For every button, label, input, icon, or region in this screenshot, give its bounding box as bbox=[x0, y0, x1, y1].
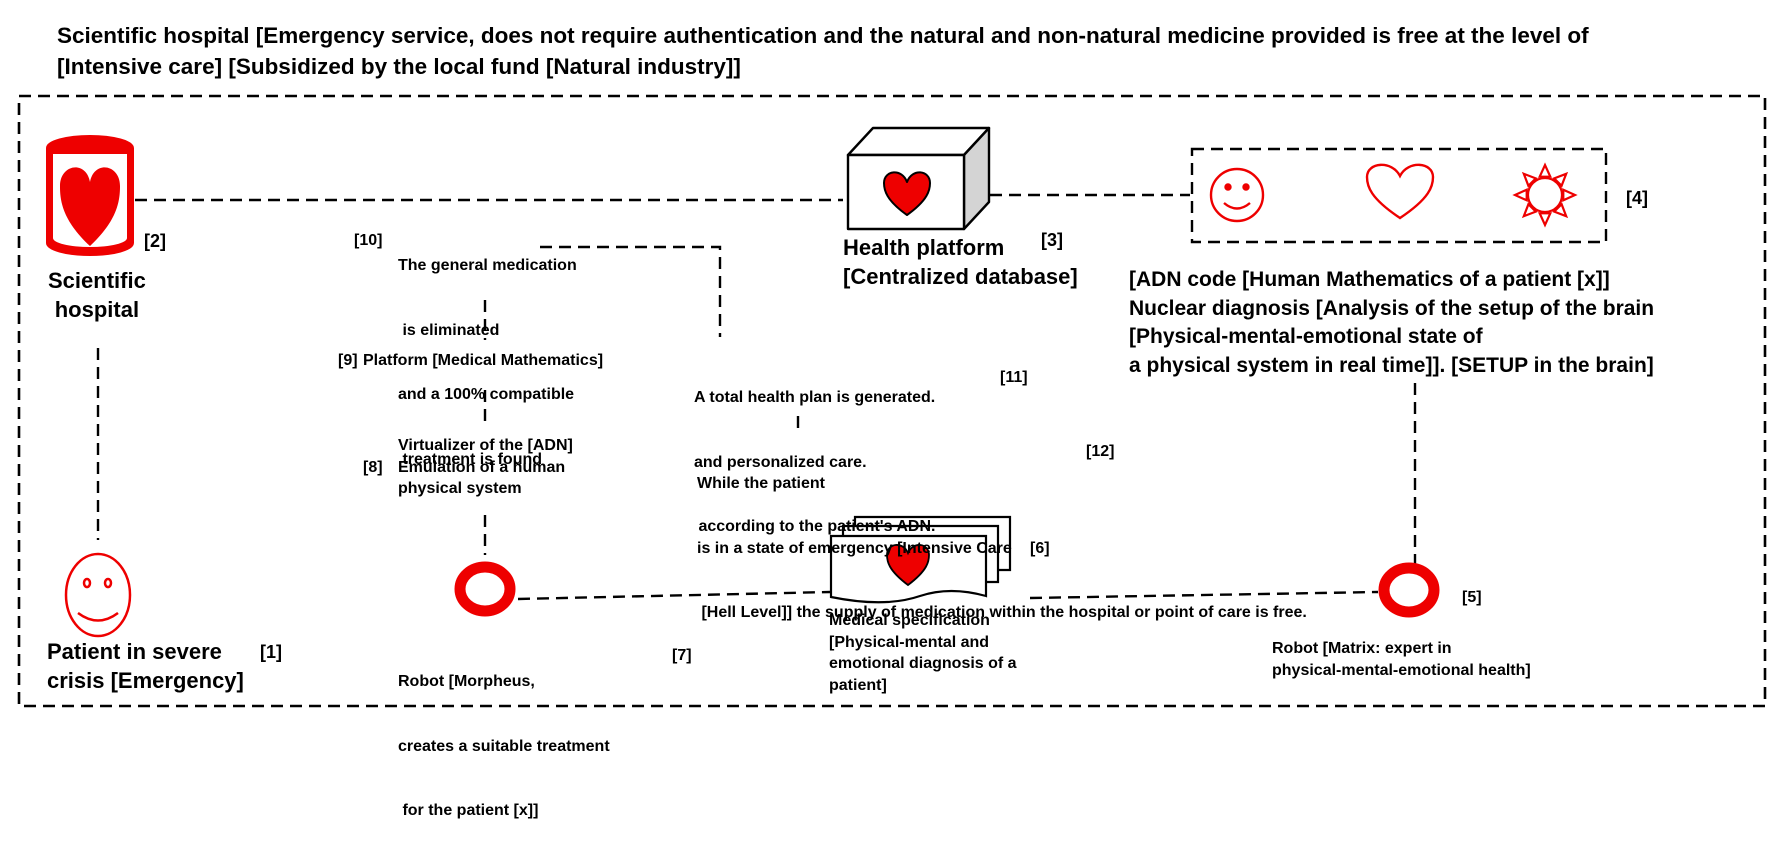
medication-text-line-2: is eliminated bbox=[398, 321, 500, 339]
sun-ray bbox=[1537, 162, 1553, 178]
sun-ray bbox=[1537, 212, 1553, 228]
connector-medication-plan bbox=[540, 245, 722, 337]
patient-label-line-1: Patient in severe bbox=[47, 639, 222, 664]
morpheus-text-line-2: creates a suitable treatment bbox=[398, 737, 610, 755]
emergency-text-line-1: While the patient bbox=[697, 475, 825, 492]
virtualizer-ref: [8] bbox=[363, 459, 383, 476]
matrix-text-line-1: Robot [Matrix: expert in bbox=[1272, 640, 1452, 657]
math-platform-ref: [9] bbox=[338, 352, 358, 369]
robot-ring-icon bbox=[1378, 562, 1440, 618]
matrix-text-line-2: physical-mental-emotional health] bbox=[1272, 661, 1531, 679]
platform-ref: [3] bbox=[1041, 230, 1063, 250]
robot-ring-icon bbox=[454, 561, 516, 617]
spec-text-line-2: [Physical-mental and bbox=[829, 633, 990, 651]
sun-ray bbox=[1552, 171, 1569, 188]
medication-text-line-4: treatment is found bbox=[398, 450, 543, 468]
matrix-text: Robot [Matrix: expert in physical-mental… bbox=[1272, 638, 1531, 681]
emergency-ref: [12] bbox=[1086, 443, 1115, 460]
hospital-label-line-2: hospital bbox=[54, 297, 140, 322]
medication-text: The general medication is eliminated and… bbox=[398, 212, 577, 492]
medication-text-line-3: and a 100% compatible bbox=[398, 386, 575, 403]
spec-text-line-4: patient] bbox=[829, 676, 887, 694]
spec-text-line-3: emotional diagnosis of a bbox=[829, 655, 1017, 672]
page-title: Scientific hospital [Emergency service, … bbox=[57, 20, 1589, 82]
spec-ref: [6] bbox=[1030, 540, 1050, 557]
title-line-2: [Intensive care] [Subsidized by the loca… bbox=[57, 54, 741, 79]
virtualizer-text-line-3: physical system bbox=[398, 480, 522, 497]
medication-ref: [10] bbox=[354, 232, 383, 249]
heart-box-icon bbox=[846, 126, 991, 231]
smiley-face-icon bbox=[64, 552, 132, 638]
sun-ray bbox=[1521, 202, 1538, 219]
health-plan-text-line-1: A total health plan is generated. bbox=[694, 389, 936, 406]
morpheus-ref: [7] bbox=[672, 647, 692, 664]
emergency-text-line-2: is in a state of emergency [Intensive Ca… bbox=[697, 539, 1012, 557]
morpheus-text: Robot [Morpheus, creates a suitable trea… bbox=[398, 628, 610, 843]
adn-ref: [4] bbox=[1626, 188, 1648, 208]
health-plan-text-line-2: and personalized care. bbox=[694, 453, 867, 471]
smiley-outline-icon bbox=[1209, 167, 1265, 223]
connectors bbox=[96, 193, 1417, 601]
morpheus-text-line-1: Robot [Morpheus, bbox=[398, 673, 535, 690]
adn-text: [ADN code [Human Mathematics of a patien… bbox=[1129, 266, 1654, 380]
sun-ray bbox=[1552, 202, 1569, 219]
adn-text-line-2: Nuclear diagnosis [Analysis of the setup… bbox=[1129, 296, 1655, 320]
matrix-ref: [5] bbox=[1462, 589, 1482, 606]
sun-ray bbox=[1512, 187, 1528, 203]
sun-ray bbox=[1521, 171, 1538, 188]
virtualizer-text-line-2: Emulation of a human bbox=[398, 458, 566, 476]
spec-text: Medical specification [Physical-mental a… bbox=[829, 610, 1017, 696]
adn-icons-box bbox=[1190, 147, 1608, 244]
health-plan-text: A total health plan is generated. and pe… bbox=[694, 344, 935, 559]
platform-label: Health platform [Centralized database] bbox=[843, 233, 1078, 291]
platform-label-line-1: Health platform bbox=[843, 235, 1005, 260]
title-line-1: Scientific hospital [Emergency service, … bbox=[57, 23, 1589, 48]
adn-text-line-3: [Physical-mental-emotional state of bbox=[1129, 325, 1483, 348]
hospital-ref: [2] bbox=[144, 231, 166, 251]
emergency-text-line-3: [Hell Level]] the supply of medication w… bbox=[697, 604, 1307, 621]
platform-label-line-2: [Centralized database] bbox=[843, 264, 1078, 289]
spec-text-line-1: Medical specification bbox=[829, 612, 990, 629]
virtualizer-text-line-1: Virtualizer of the [ADN] bbox=[398, 437, 573, 454]
diagram-canvas bbox=[17, 94, 1767, 708]
sun-icon bbox=[1512, 162, 1578, 228]
math-platform-label: Platform [Medical Mathematics] bbox=[363, 352, 604, 369]
heart-container-icon bbox=[46, 135, 134, 256]
health-plan-text-line-3: according to the patient's ADN. bbox=[694, 518, 936, 535]
adn-text-line-1: [ADN code [Human Mathematics of a patien… bbox=[1129, 268, 1610, 291]
hospital-label: Scientific hospital bbox=[48, 266, 146, 324]
patient-label: Patient in severe crisis [Emergency] bbox=[47, 637, 244, 695]
connector-spec-matrix bbox=[1029, 590, 1379, 600]
medication-text-line-1: The general medication bbox=[398, 257, 577, 274]
morpheus-text-line-3: for the patient [x]] bbox=[398, 802, 539, 819]
patient-label-line-2: crisis [Emergency] bbox=[47, 668, 244, 693]
virtualizer-text: Virtualizer of the [ADN] Emulation of a … bbox=[398, 435, 573, 500]
health-plan-ref: [11] bbox=[1000, 369, 1028, 386]
hospital-label-line-1: Scientific bbox=[48, 268, 146, 293]
document-stack-icon bbox=[829, 515, 1012, 604]
adn-text-line-4: a physical system in real time]]. [SETUP… bbox=[1129, 353, 1654, 377]
connector-morpheus-spec bbox=[517, 590, 831, 601]
emergency-text: While the patient is in a state of emerg… bbox=[697, 430, 1307, 645]
patient-ref: [1] bbox=[260, 642, 282, 662]
heart-outline-icon bbox=[1365, 163, 1435, 220]
sun-ray bbox=[1562, 187, 1578, 203]
